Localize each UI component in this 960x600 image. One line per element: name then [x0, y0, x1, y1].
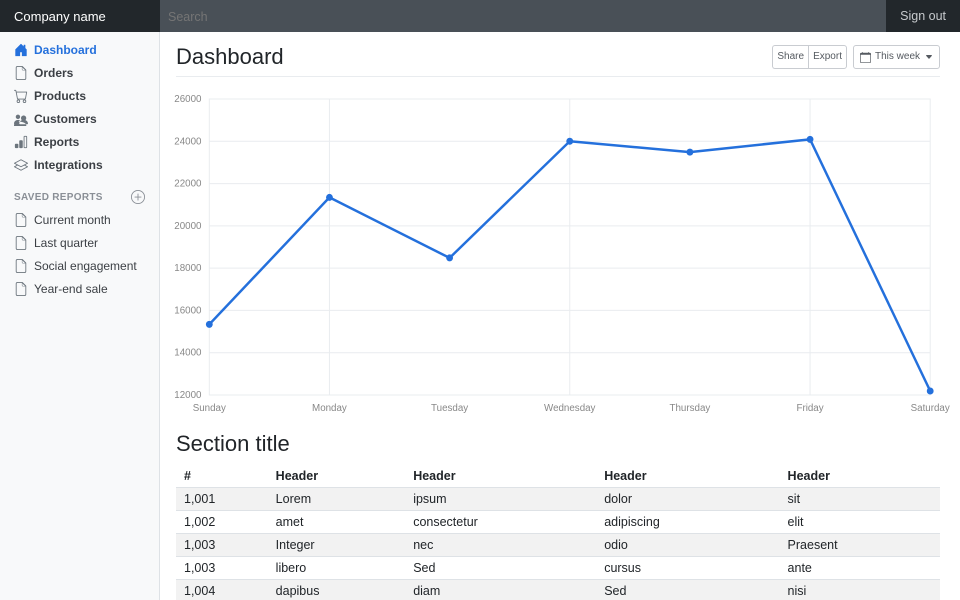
svg-text:14000: 14000	[174, 348, 202, 359]
svg-text:Friday: Friday	[796, 403, 823, 414]
svg-text:Tuesday: Tuesday	[431, 403, 468, 414]
svg-text:Thursday: Thursday	[670, 403, 711, 414]
svg-text:12000: 12000	[174, 390, 202, 401]
svg-text:22000: 22000	[174, 178, 202, 189]
svg-text:24000: 24000	[174, 136, 202, 147]
svg-text:20000: 20000	[174, 221, 202, 232]
svg-text:26000: 26000	[174, 94, 202, 105]
svg-text:Sunday: Sunday	[193, 403, 226, 414]
svg-text:16000: 16000	[174, 305, 202, 316]
svg-text:Monday: Monday	[312, 403, 347, 414]
svg-text:18000: 18000	[174, 263, 202, 274]
svg-text:Wednesday: Wednesday	[544, 403, 595, 414]
svg-text:Saturday: Saturday	[911, 403, 950, 414]
